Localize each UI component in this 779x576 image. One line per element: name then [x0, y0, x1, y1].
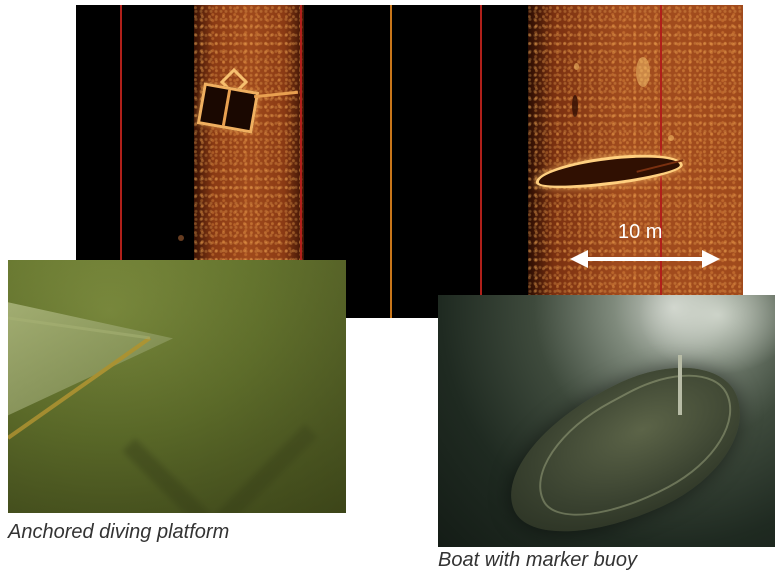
- platform-caption: Anchored diving platform: [8, 521, 230, 543]
- sonar-debris: [636, 57, 650, 87]
- sonar-center-line: [390, 5, 392, 318]
- sonar-debris: [574, 63, 579, 70]
- platform-photo: [8, 260, 346, 513]
- marker-buoy-line: [678, 355, 682, 415]
- sonar-debris: [178, 235, 184, 241]
- scale-label: 10 m: [618, 221, 663, 243]
- sonar-track-line: [120, 5, 122, 318]
- water-haze: [8, 260, 346, 513]
- surface-light: [638, 295, 775, 375]
- boat-photo: [438, 295, 775, 547]
- sonar-track-line: [300, 5, 302, 318]
- sonar-debris: [668, 135, 674, 141]
- double-arrow-icon: [570, 250, 720, 268]
- platform-edge: [8, 316, 152, 440]
- sonar-shadow: [572, 95, 578, 117]
- boat-caption: Boat with marker buoy: [438, 549, 637, 571]
- sonar-track-line: [480, 5, 482, 318]
